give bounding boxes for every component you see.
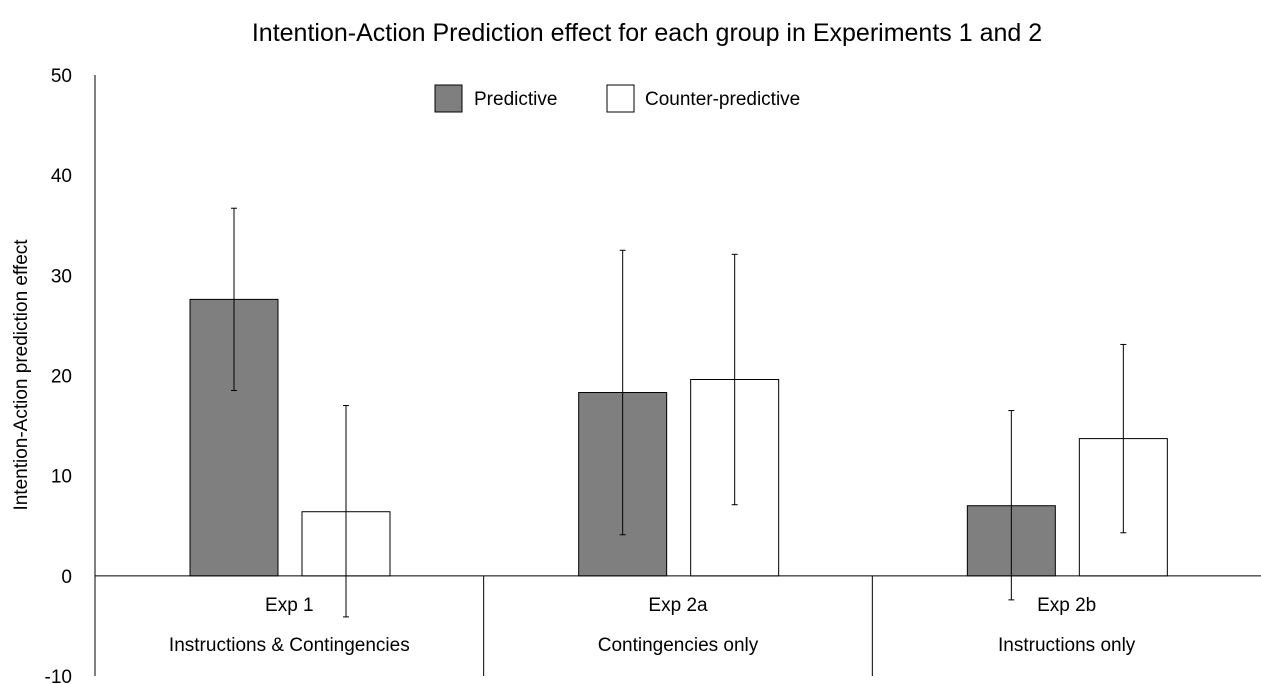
error-bars bbox=[231, 207, 1127, 618]
category-label: Exp 1 bbox=[265, 595, 314, 616]
category-sublabel: Instructions & Contingencies bbox=[169, 635, 410, 656]
y-tick-label: -10 bbox=[45, 667, 72, 684]
legend-swatch bbox=[606, 84, 635, 113]
y-tick-label: 30 bbox=[51, 266, 72, 287]
category-labels: Exp 1 Instructions & Contingencies Exp 2a C… bbox=[169, 595, 1136, 656]
y-axis-title: Intention-Action prediction effect bbox=[11, 239, 32, 511]
axes: 50 40 30 20 10 0 -10 bbox=[45, 66, 1261, 684]
chart-title: Intention-Action Prediction effect for e… bbox=[252, 19, 1042, 47]
y-tick-label: 10 bbox=[51, 467, 72, 488]
y-tick-label: 20 bbox=[51, 367, 72, 388]
bars bbox=[189, 298, 1168, 577]
legend: Predictive Counter-predictive bbox=[434, 84, 800, 113]
y-tick-label: 40 bbox=[51, 166, 72, 187]
category-sublabel: Contingencies only bbox=[598, 635, 759, 656]
category-label: Exp 2b bbox=[1037, 595, 1096, 616]
y-tick-label: 0 bbox=[61, 567, 72, 588]
legend-swatch bbox=[434, 84, 463, 113]
y-tick-label: 50 bbox=[51, 66, 72, 87]
category-sublabel: Instructions only bbox=[998, 635, 1136, 656]
category-label: Exp 2a bbox=[648, 595, 708, 616]
legend-label: Counter-predictive bbox=[645, 89, 800, 110]
legend-label: Predictive bbox=[474, 89, 557, 110]
